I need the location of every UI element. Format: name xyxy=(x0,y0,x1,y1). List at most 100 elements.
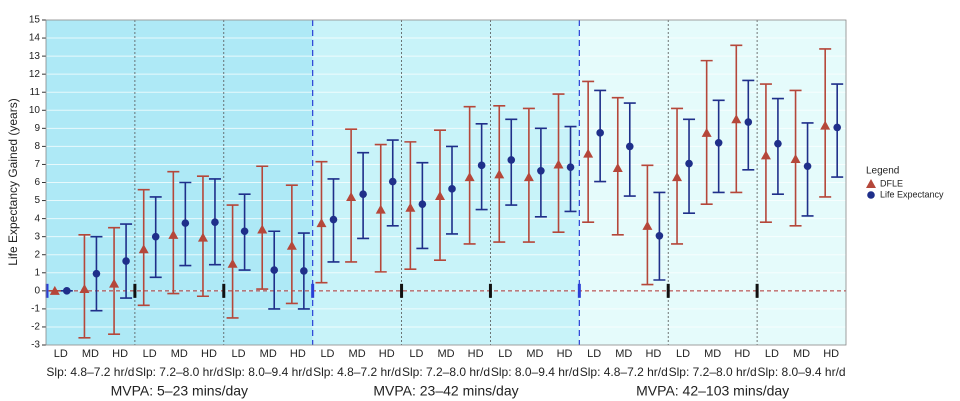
sleep-label: Slp: 7.2–8.0 hr/d xyxy=(135,365,223,379)
y-tick-label: 11 xyxy=(30,87,41,98)
point xyxy=(685,159,693,168)
point xyxy=(388,177,397,186)
point xyxy=(477,161,486,170)
point xyxy=(227,258,238,268)
category-label: LD xyxy=(54,348,68,360)
y-axis-label: Life Expectancy Gained (years) xyxy=(6,98,20,265)
point xyxy=(359,190,367,199)
point xyxy=(181,219,190,227)
point xyxy=(109,278,120,288)
category-label: MD xyxy=(704,348,721,360)
point xyxy=(49,285,60,295)
legend-title: Legend xyxy=(866,166,899,177)
category-label: LD xyxy=(498,348,512,360)
category-label: MD xyxy=(260,348,277,360)
y-tick-label: 6 xyxy=(34,177,40,188)
point xyxy=(553,159,564,169)
point xyxy=(803,162,812,171)
y-tick-label: 9 xyxy=(34,123,40,134)
sleep-label: Slp: 7.2–8.0 hr/d xyxy=(402,365,490,379)
category-label: HD xyxy=(645,348,661,360)
point xyxy=(655,231,664,240)
point xyxy=(672,172,683,182)
point xyxy=(316,218,327,228)
point xyxy=(300,267,308,275)
mvpa-label: MVPA: 42–103 mins/day xyxy=(636,383,789,399)
point xyxy=(329,215,338,224)
y-tick-label: -3 xyxy=(31,340,40,351)
sleep-label: Slp: 7.2–8.0 hr/d xyxy=(669,365,757,379)
y-tick-label: 0 xyxy=(34,285,40,296)
point xyxy=(744,118,753,126)
point xyxy=(79,284,90,294)
category-label: HD xyxy=(734,348,750,360)
point xyxy=(240,227,249,236)
mvpa-label: MVPA: 5–23 mins/day xyxy=(111,383,248,399)
point xyxy=(464,172,475,182)
point xyxy=(448,185,456,193)
sleep-label: Slp: 8.0–9.4 hr/d xyxy=(224,365,312,379)
category-label: MD xyxy=(171,348,188,360)
point xyxy=(418,200,427,208)
point xyxy=(435,191,445,201)
category-label: HD xyxy=(557,348,573,360)
point xyxy=(346,191,357,201)
point xyxy=(566,163,575,171)
category-label: MD xyxy=(793,348,810,360)
y-tick-label: 13 xyxy=(29,51,41,62)
point xyxy=(257,224,268,234)
point xyxy=(714,138,723,147)
category-label: MD xyxy=(437,348,454,360)
point xyxy=(583,148,594,158)
point xyxy=(774,139,782,148)
y-tick-label: 5 xyxy=(34,195,40,206)
point xyxy=(138,244,149,254)
point xyxy=(820,120,831,130)
sleep-label: Slp: 4.8–7.2 hr/d xyxy=(580,365,668,379)
point xyxy=(833,123,841,132)
legend-marker xyxy=(866,179,876,188)
category-label: LD xyxy=(320,348,334,360)
category-label: HD xyxy=(201,348,217,360)
y-tick-label: 8 xyxy=(34,141,40,152)
category-label: LD xyxy=(676,348,690,360)
y-tick-label: 12 xyxy=(29,69,41,80)
y-tick-label: -2 xyxy=(31,322,40,333)
point xyxy=(612,163,623,173)
point xyxy=(375,204,386,214)
y-tick-label: 2 xyxy=(34,249,40,260)
point xyxy=(494,169,505,179)
sleep-label: Slp: 8.0–9.4 hr/d xyxy=(491,365,579,379)
point xyxy=(760,150,771,160)
point xyxy=(405,202,416,212)
category-label: LD xyxy=(765,348,779,360)
category-label: MD xyxy=(349,348,366,360)
plot-frame xyxy=(45,19,847,346)
point xyxy=(701,127,712,137)
category-label: HD xyxy=(468,348,484,360)
point xyxy=(596,129,604,137)
y-tick-label: 1 xyxy=(34,267,40,278)
legend-label: Life Expectancy xyxy=(880,189,944,199)
category-label: HD xyxy=(379,348,395,360)
point xyxy=(168,229,179,239)
point xyxy=(537,166,545,175)
y-tick-label: 4 xyxy=(34,213,40,224)
point xyxy=(523,172,534,182)
category-label: MD xyxy=(615,348,632,360)
y-tick-label: 7 xyxy=(34,159,40,170)
point xyxy=(63,287,71,295)
point xyxy=(731,114,742,124)
sleep-label: Slp: 8.0–9.4 hr/d xyxy=(758,365,846,379)
point xyxy=(122,257,130,265)
sleep-label: Slp: 4.8–7.2 hr/d xyxy=(46,365,134,379)
point xyxy=(790,154,801,164)
category-label: MD xyxy=(82,348,99,360)
point xyxy=(270,266,279,274)
point xyxy=(92,269,101,278)
legend-label: DFLE xyxy=(880,178,903,188)
legend-marker xyxy=(867,191,875,199)
point xyxy=(151,232,160,241)
